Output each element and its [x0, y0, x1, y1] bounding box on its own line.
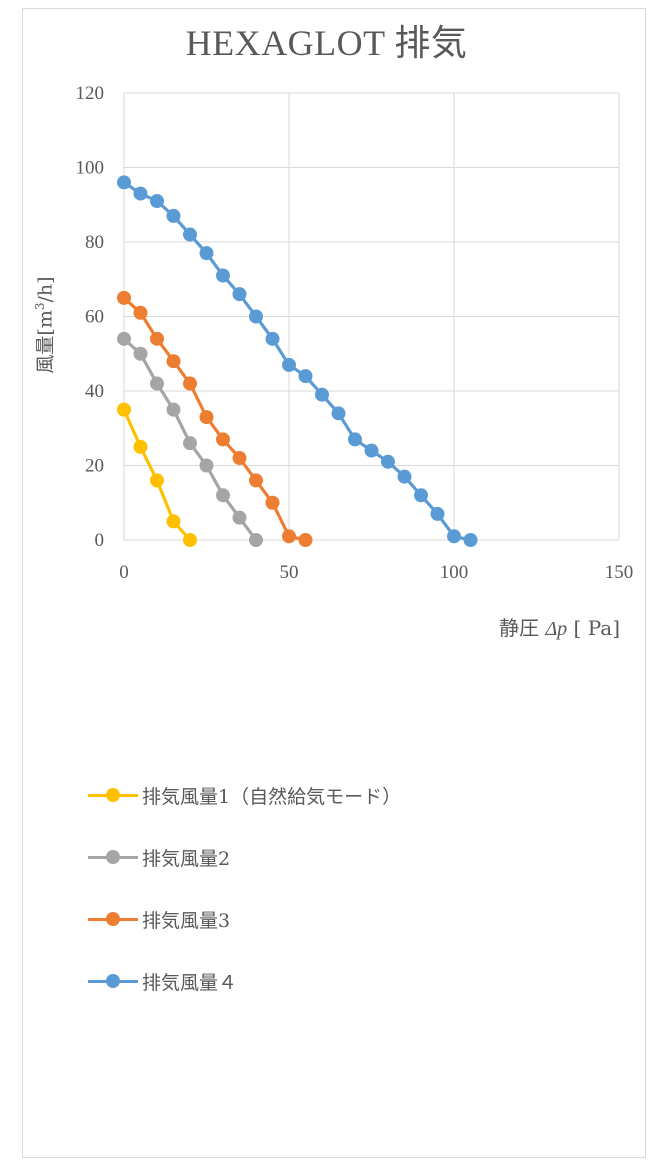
- data-point: [381, 454, 395, 469]
- data-point: [298, 369, 313, 384]
- legend-item: 排気風量1（自然給気モード）: [88, 780, 401, 810]
- chart-frame: [22, 8, 646, 1158]
- data-point: [216, 268, 230, 283]
- data-point: [249, 473, 263, 488]
- chart-title: HEXAGLOT 排気: [185, 23, 468, 63]
- data-point: [117, 402, 131, 417]
- data-point: [447, 529, 461, 544]
- data-point: [216, 488, 230, 503]
- data-point: [232, 451, 247, 466]
- data-point: [183, 227, 197, 242]
- legend-label: 排気風量3: [142, 909, 231, 932]
- data-point: [298, 533, 313, 547]
- series-3: [117, 290, 313, 547]
- data-point: [183, 376, 197, 391]
- data-point: [117, 175, 131, 190]
- data-point: [166, 402, 181, 417]
- data-point: [463, 533, 478, 547]
- x-tick-label: 150: [605, 562, 634, 583]
- series-line: [123, 181, 471, 542]
- legend-item: 排気風量４: [88, 966, 401, 996]
- data-point: [430, 506, 445, 521]
- y-tick-label: 60: [85, 307, 104, 328]
- data-point: [183, 436, 197, 451]
- legend-label: 排気風量４: [142, 971, 238, 994]
- data-point: [265, 331, 280, 346]
- data-point: [282, 357, 296, 372]
- data-point: [397, 469, 412, 484]
- data-point: [166, 514, 181, 529]
- data-point: [265, 495, 280, 510]
- data-point: [117, 331, 131, 346]
- x-tick-label: 0: [119, 562, 129, 583]
- legend-swatch: [88, 850, 138, 864]
- series-4: [117, 175, 478, 547]
- data-point: [282, 529, 296, 544]
- y-tick-label: 80: [85, 232, 104, 253]
- y-tick-label: 20: [85, 456, 104, 477]
- data-point: [331, 406, 346, 421]
- data-point: [133, 346, 148, 361]
- legend-item: 排気風量3: [88, 904, 401, 934]
- legend-swatch: [88, 788, 138, 802]
- series-2: [117, 331, 263, 547]
- y-tick-label: 0: [95, 530, 105, 551]
- gridlines: [123, 92, 620, 541]
- legend-swatch: [88, 974, 138, 988]
- x-tick-label: 50: [280, 562, 299, 583]
- data-point: [150, 331, 164, 346]
- data-point: [249, 533, 263, 547]
- data-point: [133, 186, 148, 201]
- data-point: [249, 309, 263, 324]
- data-point: [133, 439, 148, 454]
- data-point: [315, 387, 329, 402]
- data-point: [150, 376, 164, 391]
- legend: 排気風量1（自然給気モード） 排気風量2 排気風量3 排気風量４: [88, 780, 401, 1028]
- data-point: [150, 194, 164, 209]
- data-point: [117, 290, 131, 305]
- y-tick-label: 40: [85, 381, 104, 402]
- data-point: [133, 305, 148, 320]
- data-point: [414, 488, 428, 503]
- legend-label: 排気風量1（自然給気モード）: [142, 785, 402, 808]
- y-tick-label: 120: [76, 83, 105, 104]
- data-point: [364, 443, 379, 458]
- x-tick-label: 100: [440, 562, 469, 583]
- legend-item: 排気風量2: [88, 842, 401, 872]
- data-point: [199, 246, 214, 261]
- series-1: [117, 402, 197, 547]
- data-point: [216, 432, 230, 447]
- data-point: [183, 533, 197, 547]
- data-point: [348, 432, 362, 447]
- data-point: [150, 473, 164, 488]
- series-group: [117, 175, 478, 547]
- x-axis-label: 静圧 Δp [ Pa]: [499, 616, 620, 640]
- y-tick-label: 100: [76, 158, 105, 179]
- legend-label: 排気風量2: [142, 847, 231, 870]
- data-point: [232, 287, 247, 302]
- data-point: [199, 458, 214, 473]
- data-point: [166, 208, 181, 223]
- tick-labels: 0 20 40 60 80 100 120 0 50 100 150: [76, 83, 634, 583]
- legend-swatch: [88, 912, 138, 926]
- data-point: [199, 410, 214, 425]
- y-axis-label: 風量[m3/h]: [33, 276, 57, 374]
- plot-area: 0 20 40 60 80 100 120 0 50 100 150: [76, 83, 634, 583]
- data-point: [232, 510, 247, 525]
- data-point: [166, 354, 181, 369]
